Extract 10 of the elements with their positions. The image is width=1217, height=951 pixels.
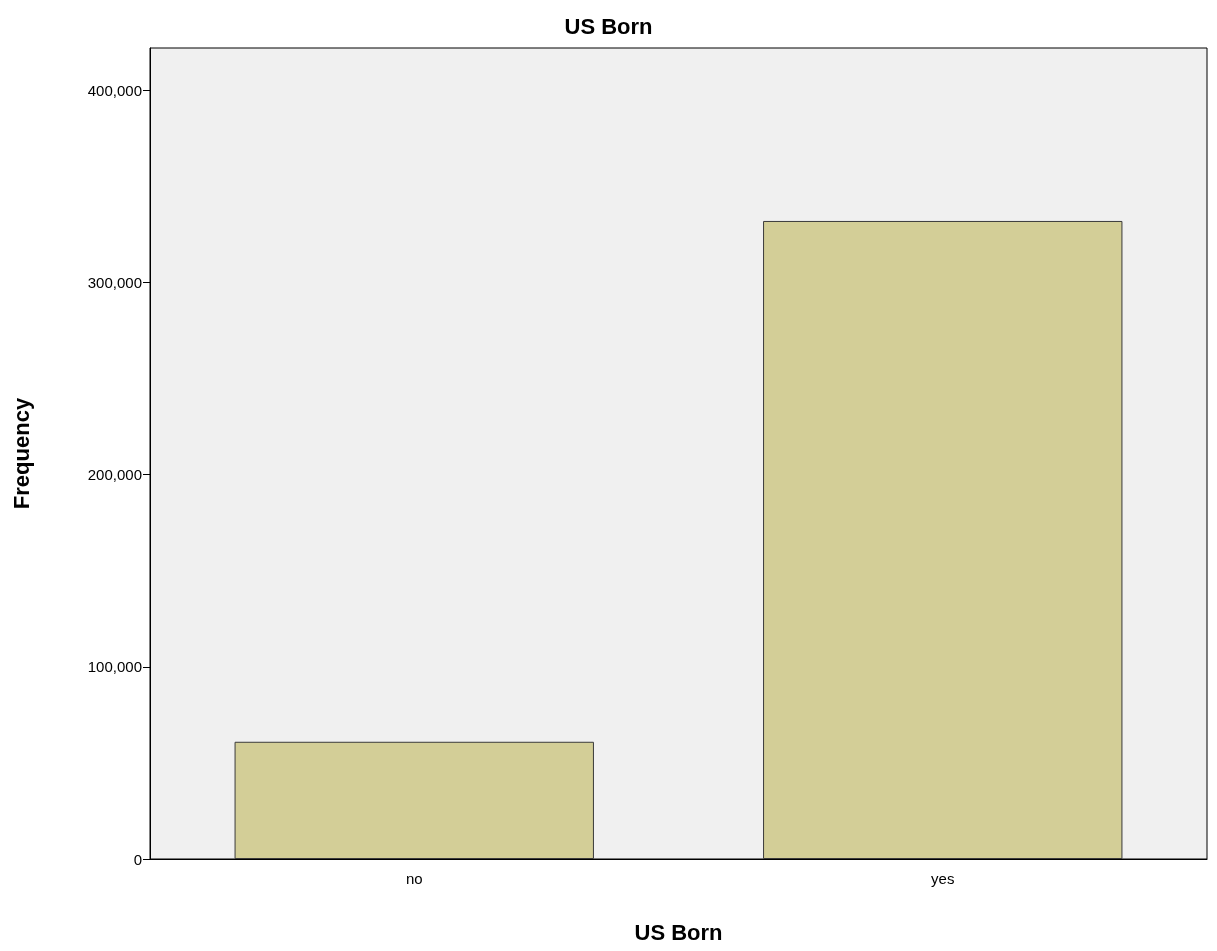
y-tick-label: 0 <box>133 850 142 868</box>
y-tick-label: 100,000 <box>87 658 142 676</box>
x-tick-label: no <box>405 870 423 887</box>
y-tick-label: 400,000 <box>87 81 142 99</box>
y-axis-title: Frequency <box>8 397 34 510</box>
x-axis-title: US Born <box>634 919 723 945</box>
x-tick-label: yes <box>931 870 955 887</box>
chart-title: US Born <box>564 13 653 39</box>
y-tick-label: 200,000 <box>87 466 142 484</box>
y-tick-label: 300,000 <box>87 273 142 291</box>
